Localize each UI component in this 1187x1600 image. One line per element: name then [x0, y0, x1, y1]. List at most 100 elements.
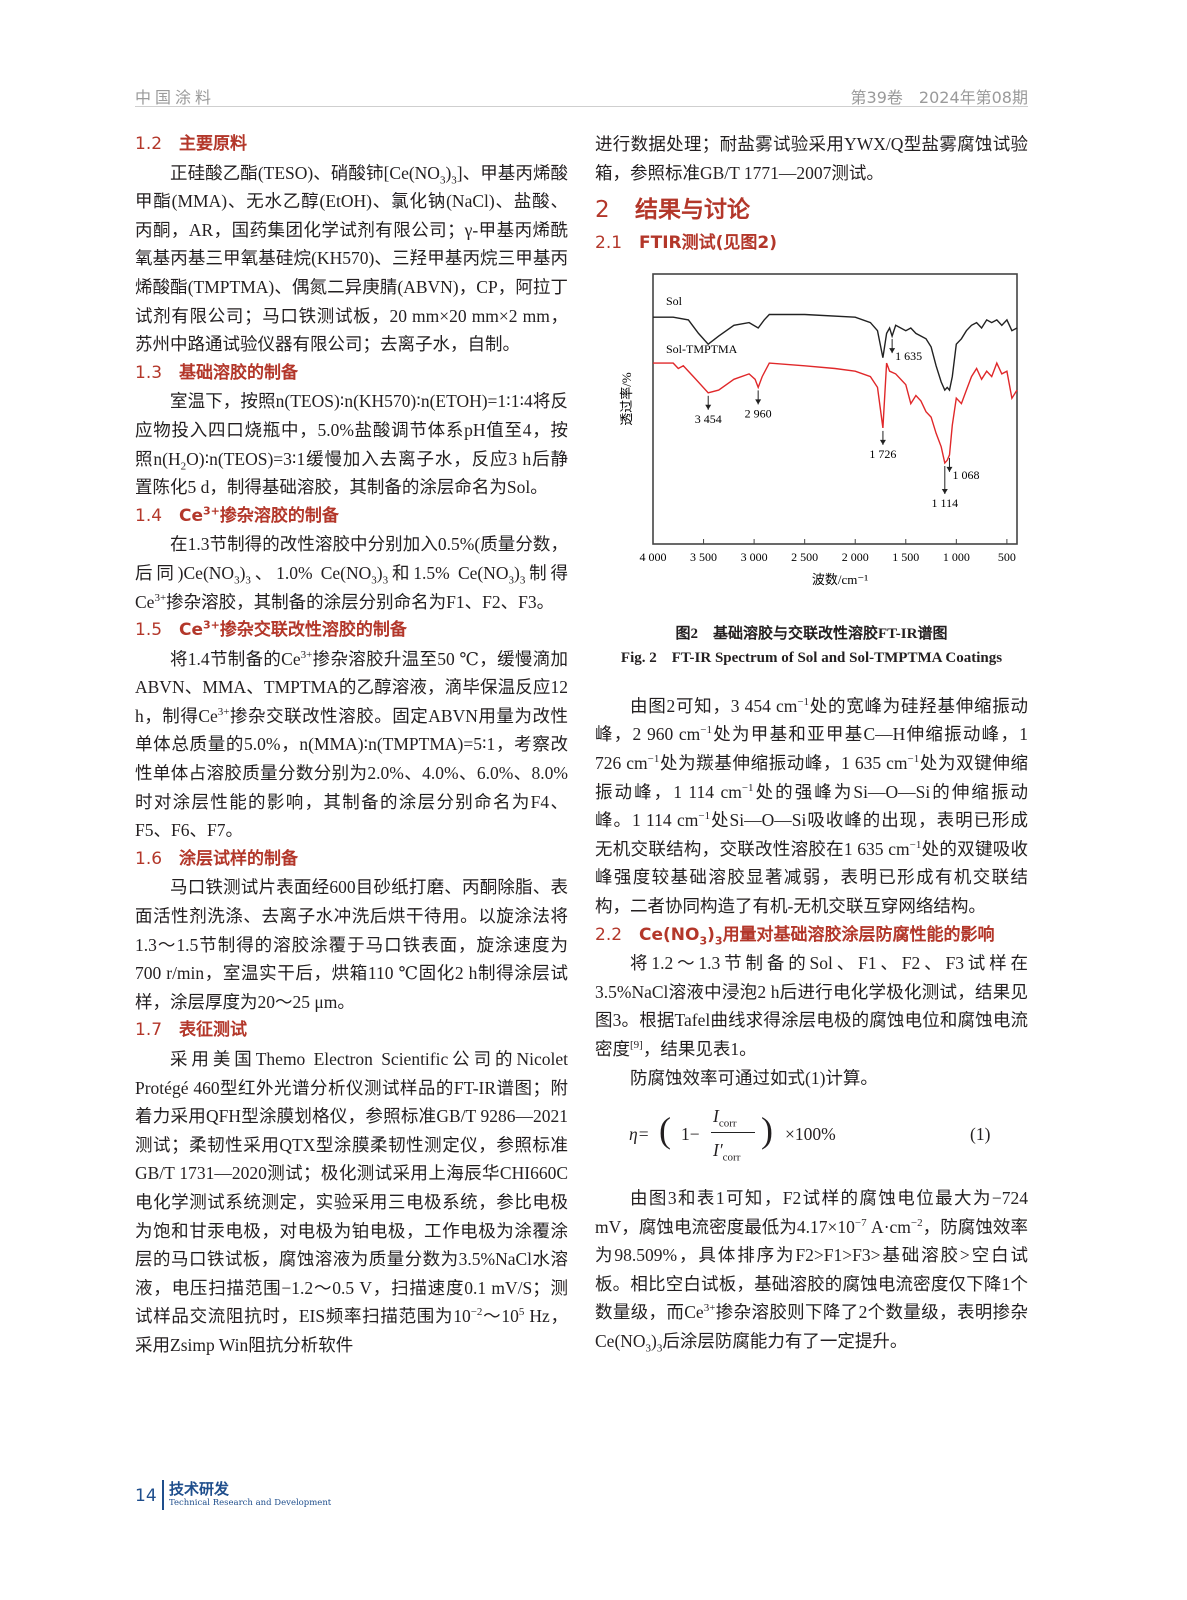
eq-one-minus: 1− [681, 1124, 700, 1145]
paragraph: 将1.2～1.3节制备的Sol、F1、F2、F3试样在3.5%NaCl溶液中浸泡… [595, 949, 1028, 1063]
paragraph: 在1.3节制得的改性溶胶中分别加入0.5%(质量分数，后同)Ce(NO3)3、1… [135, 530, 568, 616]
section-heading: 1.6 涂层试样的制备 [135, 845, 568, 874]
arrow-head [889, 347, 896, 353]
peak-label: 3 454 [695, 412, 722, 426]
text-run: 处的强峰为Si—O—Si的伸缩振动峰。1 114 cm [595, 781, 1029, 831]
text-run: 将1.4节制备的Ce [170, 648, 301, 669]
superscript: −1 [909, 838, 922, 851]
peak-label: 1 635 [895, 349, 922, 363]
subscript: 3 [245, 574, 251, 587]
text-run: 处为甲基和亚甲基C—H伸缩振动峰，1 726 cm [595, 724, 1028, 773]
superscript: [9] [630, 1039, 643, 1052]
text-run: 掺杂交联改性溶胶的制备 [219, 620, 407, 641]
arrow-head [879, 439, 886, 445]
subscript: 3 [382, 574, 389, 587]
text-run: 掺杂交联改性溶胶。固定ABVN用量为改性单体总质量的5.0%，n(MMA)∶n(… [135, 705, 568, 841]
subscript: 3 [508, 574, 515, 587]
section-number: 2.1 [595, 233, 623, 254]
text-run: 结果与讨论 [635, 197, 750, 224]
paragraph: 正硅酸乙酯(TESO)、硝酸铈[Ce(NO3)3]、甲基丙烯酸甲酯(MMA)、无… [135, 159, 568, 359]
text-run: 防腐蚀效率可通过如式(1)计算。 [630, 1067, 878, 1088]
eq-denominator: I′corr [713, 1140, 741, 1164]
text-run: ，结果见表1。 [642, 1038, 757, 1059]
arrow-head [705, 404, 712, 410]
eq-lhs: η= [629, 1124, 650, 1145]
section-number: 2 [595, 197, 610, 224]
x-tick-label: 2 000 [842, 550, 869, 564]
peak-label: 1 068 [952, 468, 979, 482]
ftir-chart: 4 000 3 500 3 000 2 500 2 000 1 500 1 000 500 波数… [619, 272, 1018, 587]
series-label: Sol-TMPTMA [666, 342, 738, 356]
superscript: −2 [470, 1306, 483, 1319]
text-run: ) [376, 562, 383, 583]
series-label: Sol [666, 294, 683, 308]
superscript: −1 [907, 753, 920, 766]
arrow-head [941, 488, 948, 494]
text-run: 掺杂溶胶的制备 [219, 505, 339, 526]
text-run: 由图3和表1可知，F2试样的腐蚀电位最大为−724 mV，腐蚀电流密度最低为4.… [595, 1188, 1028, 1237]
paragraph: 采用美国Themo Electron Scientific公司的Nicolet … [135, 1045, 568, 1360]
series-line-sol-tmptma [653, 361, 1018, 465]
peak-label: 1 114 [932, 496, 959, 510]
equation-1: η= ( 1− Icorr I′corr ) ×100% (1) [595, 1098, 1028, 1170]
section-number: 1.4 [135, 505, 163, 526]
text-run: 用量对基础溶胶涂层防腐性能的影响 [722, 924, 995, 945]
eq-paren-right: ) [761, 1110, 773, 1151]
section-number: 1.7 [135, 1020, 163, 1041]
text-run: Ce(NO [639, 924, 700, 945]
footer-divider [162, 1480, 164, 1510]
y-axis-label: 透过率/% [619, 372, 634, 426]
peak-label: 2 960 [745, 406, 772, 420]
arrow-head [755, 399, 762, 405]
running-header: 中国涂料 第39卷 2024年第08期 [135, 84, 1028, 107]
x-tick-label: 3 000 [741, 550, 768, 564]
text-run: 和1.5% Ce(NO [388, 562, 509, 583]
x-tick-label: 4 000 [640, 550, 667, 564]
x-tick-label: 2 500 [791, 550, 818, 564]
superscript: −1 [647, 753, 660, 766]
text-run: 掺杂溶胶，其制备的涂层分别命名为F1、F2、F3。 [166, 591, 555, 612]
subscript: 3 [451, 174, 457, 187]
superscript: 3+ [300, 648, 313, 661]
paragraph: 进行数据处理；耐盐雾试验采用YWX/Q型盐雾腐蚀试验箱，参照标准GB/T 177… [595, 130, 1028, 187]
text-run: ) [707, 924, 715, 945]
page-footer: 14 技术研发 Technical Research and Developme… [135, 1478, 435, 1514]
text-run: 将1.2～1.3节制备的Sol、F1、F2、F3试样在3.5%NaCl溶液中浸泡… [595, 953, 1028, 1059]
paragraph: 由图3和表1可知，F2试样的腐蚀电位最大为−724 mV，腐蚀电流密度最低为4.… [595, 1184, 1028, 1356]
eq-numerator: Icorr [713, 1106, 737, 1130]
paragraph: 室温下，按照n(TEOS)∶n(KH570)∶n(ETOH)=1∶1∶4将反应物… [135, 387, 568, 501]
x-tick-label: 1 500 [892, 550, 919, 564]
text-run: 室温下，按照n(TEOS)∶n(KH570)∶n(ETOH)=1∶1∶4将反应物… [135, 391, 568, 469]
subscript: 3 [234, 574, 240, 587]
section-heading: 1.5 Ce3+掺杂交联改性溶胶的制备 [135, 616, 568, 645]
text-run: 处为双键伸缩振动峰，1 114 cm [595, 752, 1028, 802]
text-run: FTIR测试(见图2) [639, 233, 777, 254]
section-heading: 1.2 主要原料 [135, 130, 568, 159]
superscript: −2 [910, 1216, 923, 1229]
subscript: 3 [439, 174, 446, 187]
text-run: 、1.0% Ce(NO [250, 562, 372, 583]
paragraph: 马口铁测试片表面经600目砂纸打磨、丙酮除脂、表面活性剂洗涤、去离子水冲洗后烘干… [135, 873, 568, 1016]
text-run: ) [239, 562, 246, 583]
eq-paren-left: ( [659, 1110, 671, 1151]
right-column: 进行数据处理；耐盐雾试验采用YWX/Q型盐雾腐蚀试验箱，参照标准GB/T 177… [595, 130, 1028, 1356]
paragraph: 由图2可知，3 454 cm−1处的宽峰为硅羟基伸缩振动峰，2 960 cm−1… [595, 692, 1028, 921]
left-column: 1.2 主要原料 正硅酸乙酯(TESO)、硝酸铈[Ce(NO3)3]、甲基丙烯酸甲酯… [135, 130, 568, 1360]
superscript: −1 [700, 724, 712, 737]
text-run: 掺杂溶胶则下降了2个数量级，表明掺杂Ce(NO [595, 1302, 1028, 1352]
section-heading: 1.7 表征测试 [135, 1016, 568, 1045]
section-heading: 2.1 FTIR测试(见图2) [595, 229, 1028, 258]
issue-info: 第39卷 2024年第08期 [850, 88, 1028, 107]
figure-caption-en: Fig. 2 FT-IR Spectrum of Sol and Sol-TMP… [620, 650, 1003, 667]
text-run: 由图2可知，3 454 cm [630, 695, 798, 716]
superscript: 3+ [203, 618, 220, 632]
section-number: 2.2 [595, 924, 623, 945]
x-tick-label: 1 000 [943, 550, 970, 564]
text-run: 在1.3节制得的改性溶胶中分别加入0.5%(质量分数，后同)Ce(NO [135, 534, 568, 583]
x-axis-label: 波数/cm⁻¹ [812, 572, 868, 587]
text-run: 采用美国Themo Electron Scientific公司的Nicolet … [135, 1049, 568, 1327]
plot-frame [652, 272, 1018, 545]
superscript: 3+ [217, 706, 230, 719]
figure-2: 4 000 3 500 3 000 2 500 2 000 1 500 1 000 500 波数… [595, 264, 1028, 666]
section-heading: 1.3 基础溶胶的制备 [135, 359, 568, 388]
